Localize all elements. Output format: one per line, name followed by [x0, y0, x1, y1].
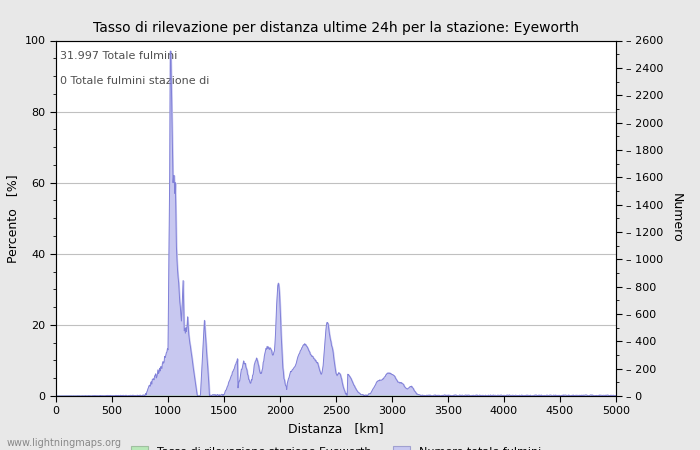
Y-axis label: Percento   [%]: Percento [%]	[6, 174, 19, 262]
Y-axis label: Numero: Numero	[669, 194, 682, 243]
X-axis label: Distanza   [km]: Distanza [km]	[288, 422, 384, 435]
Title: Tasso di rilevazione per distanza ultime 24h per la stazione: Eyeworth: Tasso di rilevazione per distanza ultime…	[93, 21, 579, 35]
Text: 0 Totale fulmini stazione di: 0 Totale fulmini stazione di	[60, 76, 210, 86]
Text: www.lightningmaps.org: www.lightningmaps.org	[7, 438, 122, 448]
Legend: Tasso di rilevazione stazione Eyeworth, Numero totale fulmini: Tasso di rilevazione stazione Eyeworth, …	[127, 442, 545, 450]
Text: 31.997 Totale fulmini: 31.997 Totale fulmini	[60, 51, 178, 61]
